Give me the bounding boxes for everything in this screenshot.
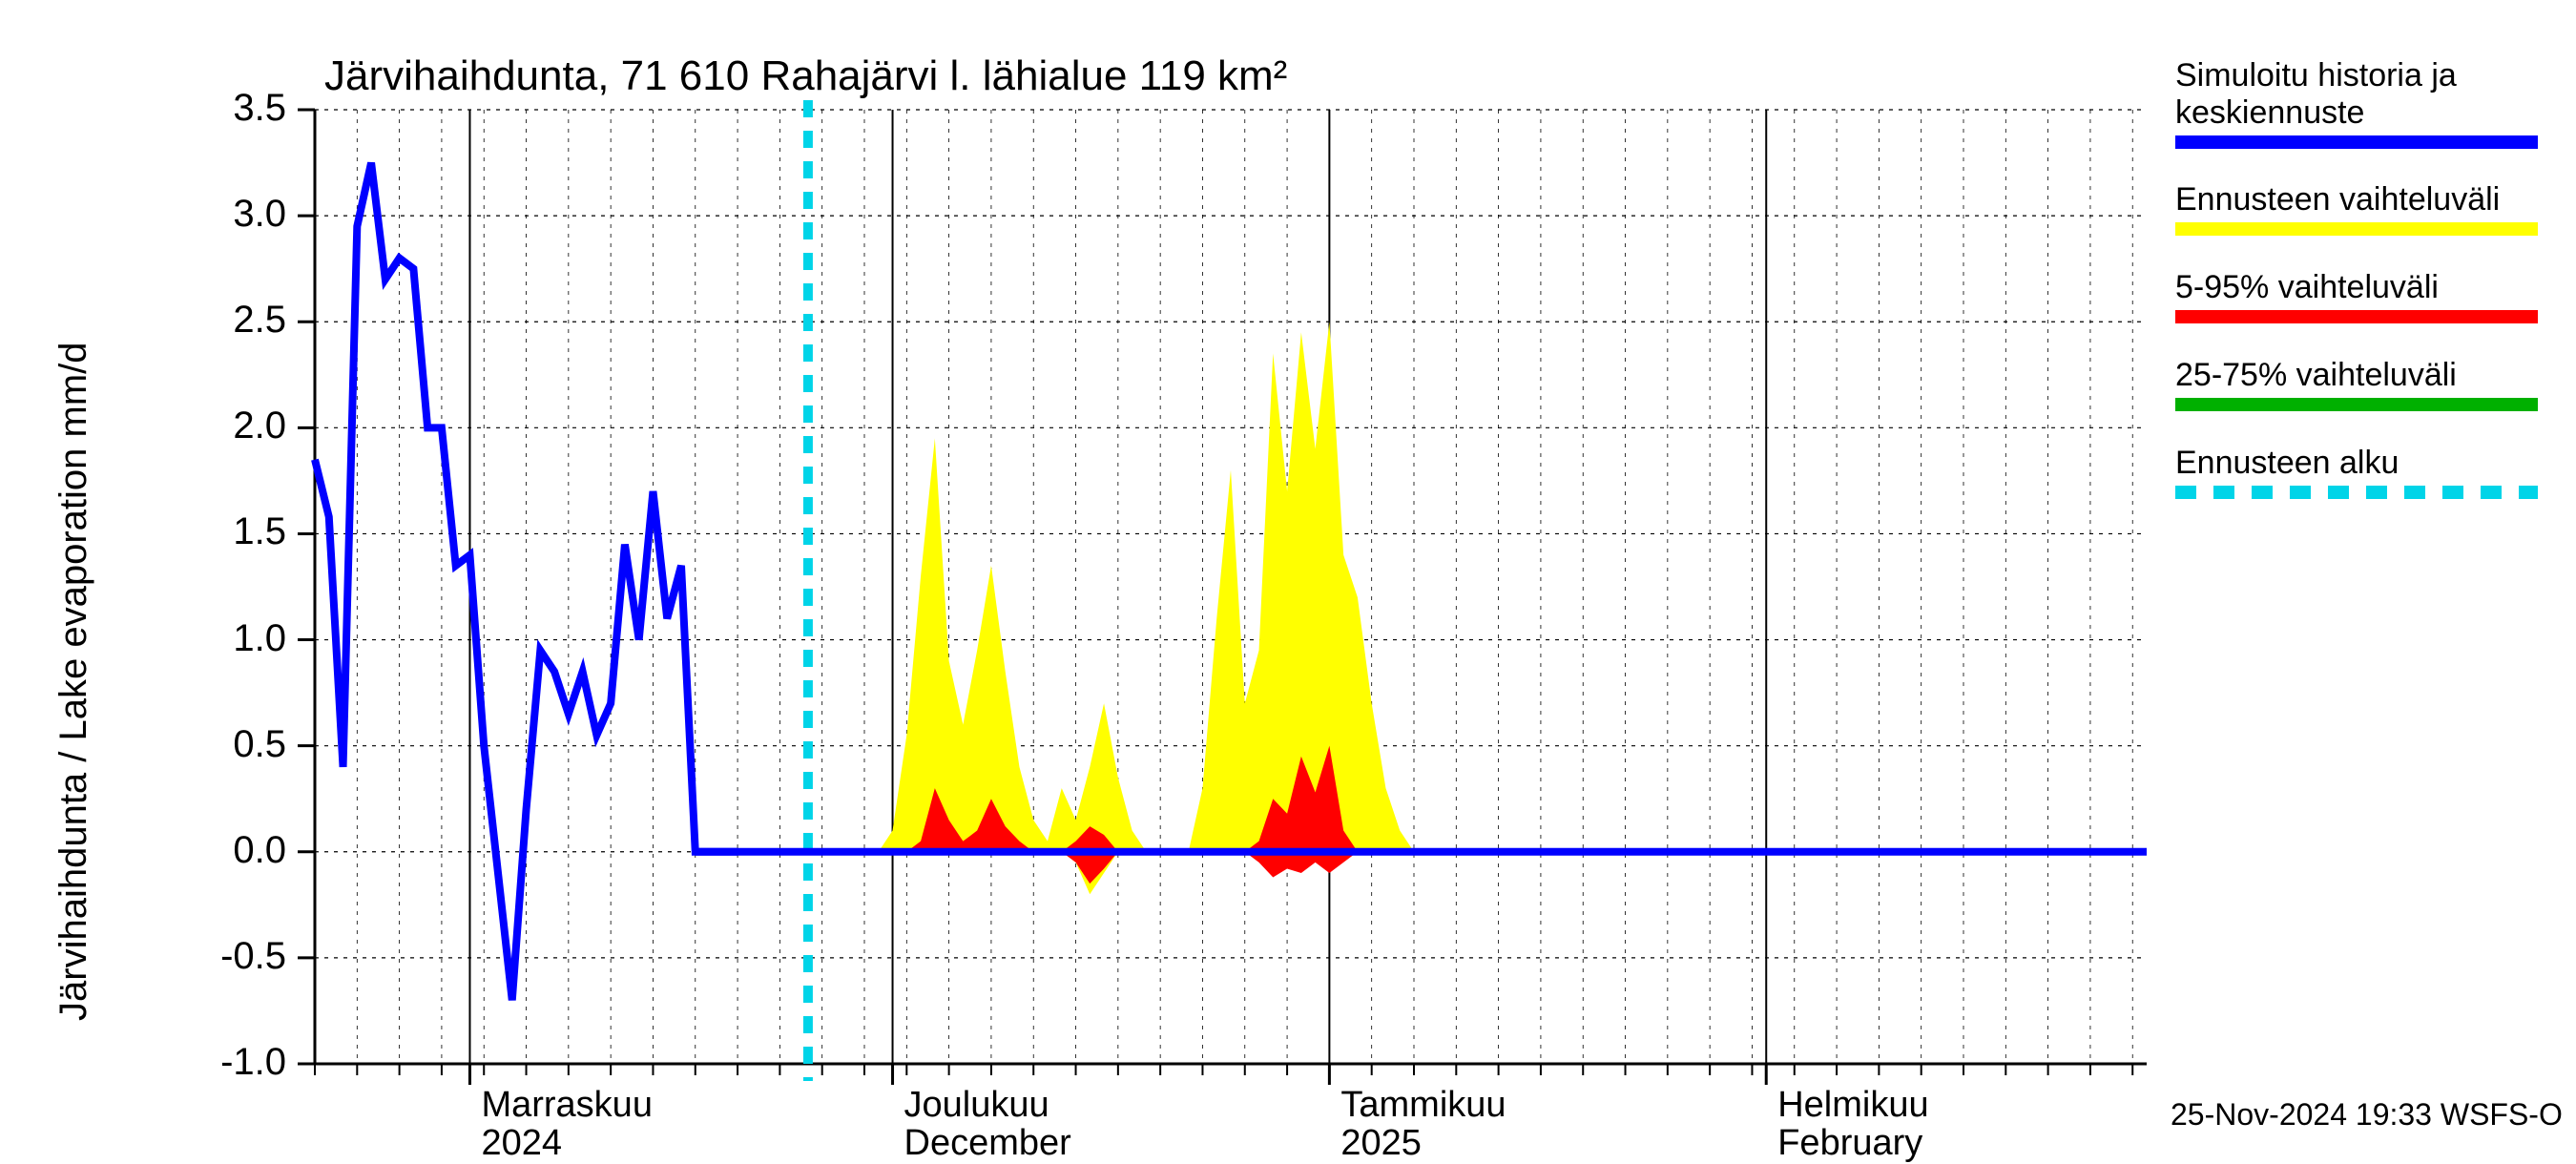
x-month-sublabel: February (1777, 1123, 1922, 1164)
x-month-label: Helmikuu (1777, 1085, 1928, 1126)
y-tick-label: 2.0 (191, 405, 286, 447)
y-tick-label: 2.5 (191, 299, 286, 342)
legend-label: 5-95% vaihteluväli (2175, 269, 2538, 306)
legend-swatch (2175, 486, 2538, 499)
legend-label: Ennusteen vaihteluväli (2175, 181, 2538, 218)
legend-item: Simuloitu historia jakeskiennuste (2175, 57, 2538, 149)
x-month-label: Marraskuu (481, 1085, 653, 1126)
y-tick-label: 0.0 (191, 829, 286, 872)
legend-label: keskiennuste (2175, 94, 2538, 132)
legend-swatch (2175, 135, 2538, 149)
legend-label: 25-75% vaihteluväli (2175, 357, 2538, 394)
legend-label: Ennusteen alku (2175, 445, 2538, 482)
y-tick-label: -0.5 (191, 935, 286, 978)
legend-item: 25-75% vaihteluväli (2175, 357, 2538, 411)
y-tick-label: 0.5 (191, 723, 286, 766)
legend-label: Simuloitu historia ja (2175, 57, 2538, 94)
legend-item: Ennusteen alku (2175, 445, 2538, 499)
x-month-sublabel: 2025 (1340, 1123, 1422, 1164)
plot-svg (0, 0, 2576, 1145)
legend-swatch (2175, 222, 2538, 236)
y-tick-label: 1.0 (191, 617, 286, 660)
y-tick-label: 1.5 (191, 510, 286, 553)
y-tick-label: 3.5 (191, 87, 286, 130)
chart-container: Järvihaihdunta, 71 610 Rahajärvi l. lähi… (0, 0, 2576, 1145)
x-month-label: Joulukuu (904, 1085, 1049, 1126)
footer-timestamp: 25-Nov-2024 19:33 WSFS-O (2171, 1097, 2563, 1133)
x-month-sublabel: December (904, 1123, 1071, 1164)
y-tick-label: -1.0 (191, 1041, 286, 1084)
legend-swatch (2175, 398, 2538, 411)
x-month-sublabel: 2024 (481, 1123, 562, 1164)
legend-item: 5-95% vaihteluväli (2175, 269, 2538, 323)
x-month-label: Tammikuu (1340, 1085, 1506, 1126)
legend-item: Ennusteen vaihteluväli (2175, 181, 2538, 236)
y-tick-label: 3.0 (191, 193, 286, 236)
legend-swatch (2175, 310, 2538, 323)
